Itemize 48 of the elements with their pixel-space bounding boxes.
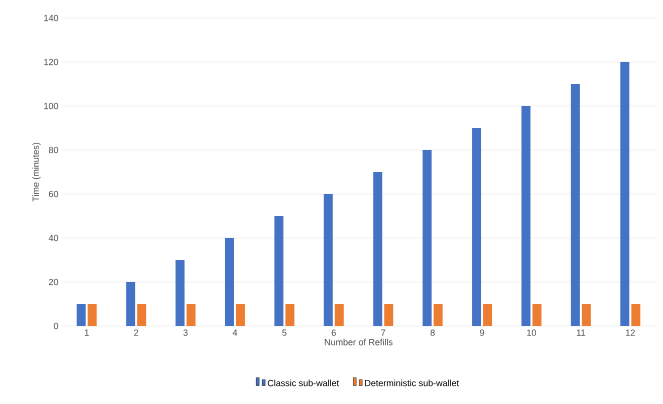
bar bbox=[324, 194, 333, 326]
x-tick-label: 4 bbox=[232, 330, 238, 336]
x-tick-label: 9 bbox=[480, 330, 484, 336]
bar bbox=[76, 304, 86, 326]
bar bbox=[472, 128, 482, 326]
x-tick-label: 7 bbox=[381, 330, 386, 336]
x-tick-label: 12 bbox=[626, 330, 635, 336]
x-tick-label: 5 bbox=[282, 330, 286, 336]
x-axis-title: Number of Refills bbox=[324, 338, 393, 346]
x-tick-label: 11 bbox=[576, 330, 586, 336]
legend-label: Deterministic sub-wallet bbox=[365, 380, 459, 386]
y-tick-label: 20 bbox=[48, 278, 58, 286]
x-tick-label: 10 bbox=[527, 330, 536, 336]
bar bbox=[373, 172, 382, 326]
y-axis-title: Time (minutes) bbox=[32, 142, 41, 202]
x-tick-label: 6 bbox=[332, 330, 336, 336]
x-tick-label: 8 bbox=[430, 330, 435, 336]
y-tick-label: 140 bbox=[44, 14, 58, 22]
bar bbox=[532, 304, 542, 326]
y-tick-label: 100 bbox=[44, 102, 58, 110]
bar bbox=[434, 304, 443, 326]
bar bbox=[176, 260, 185, 326]
bar bbox=[620, 62, 630, 326]
x-tick-label: 2 bbox=[134, 330, 138, 336]
bar bbox=[88, 304, 97, 326]
bar bbox=[521, 106, 530, 326]
bar bbox=[631, 304, 640, 326]
bar bbox=[422, 150, 432, 326]
legend-label: Classic sub-wallet bbox=[268, 380, 339, 386]
bar bbox=[186, 304, 196, 326]
bar bbox=[274, 216, 284, 326]
x-tick-label: 3 bbox=[183, 330, 188, 336]
bar bbox=[570, 84, 580, 326]
bar bbox=[582, 304, 591, 326]
y-tick-label: 80 bbox=[48, 146, 58, 154]
bar bbox=[483, 304, 492, 326]
bar bbox=[334, 304, 344, 326]
bar bbox=[236, 304, 245, 326]
y-tick-label: 60 bbox=[48, 190, 58, 198]
y-tick-label: 0 bbox=[54, 322, 58, 330]
bar bbox=[224, 238, 234, 326]
y-tick-label: 120 bbox=[44, 58, 58, 66]
bar bbox=[384, 304, 394, 326]
bar bbox=[126, 282, 136, 326]
x-tick-label: 1 bbox=[84, 330, 89, 336]
bar bbox=[137, 304, 146, 326]
bar bbox=[285, 304, 294, 326]
y-tick-label: 40 bbox=[48, 234, 58, 242]
